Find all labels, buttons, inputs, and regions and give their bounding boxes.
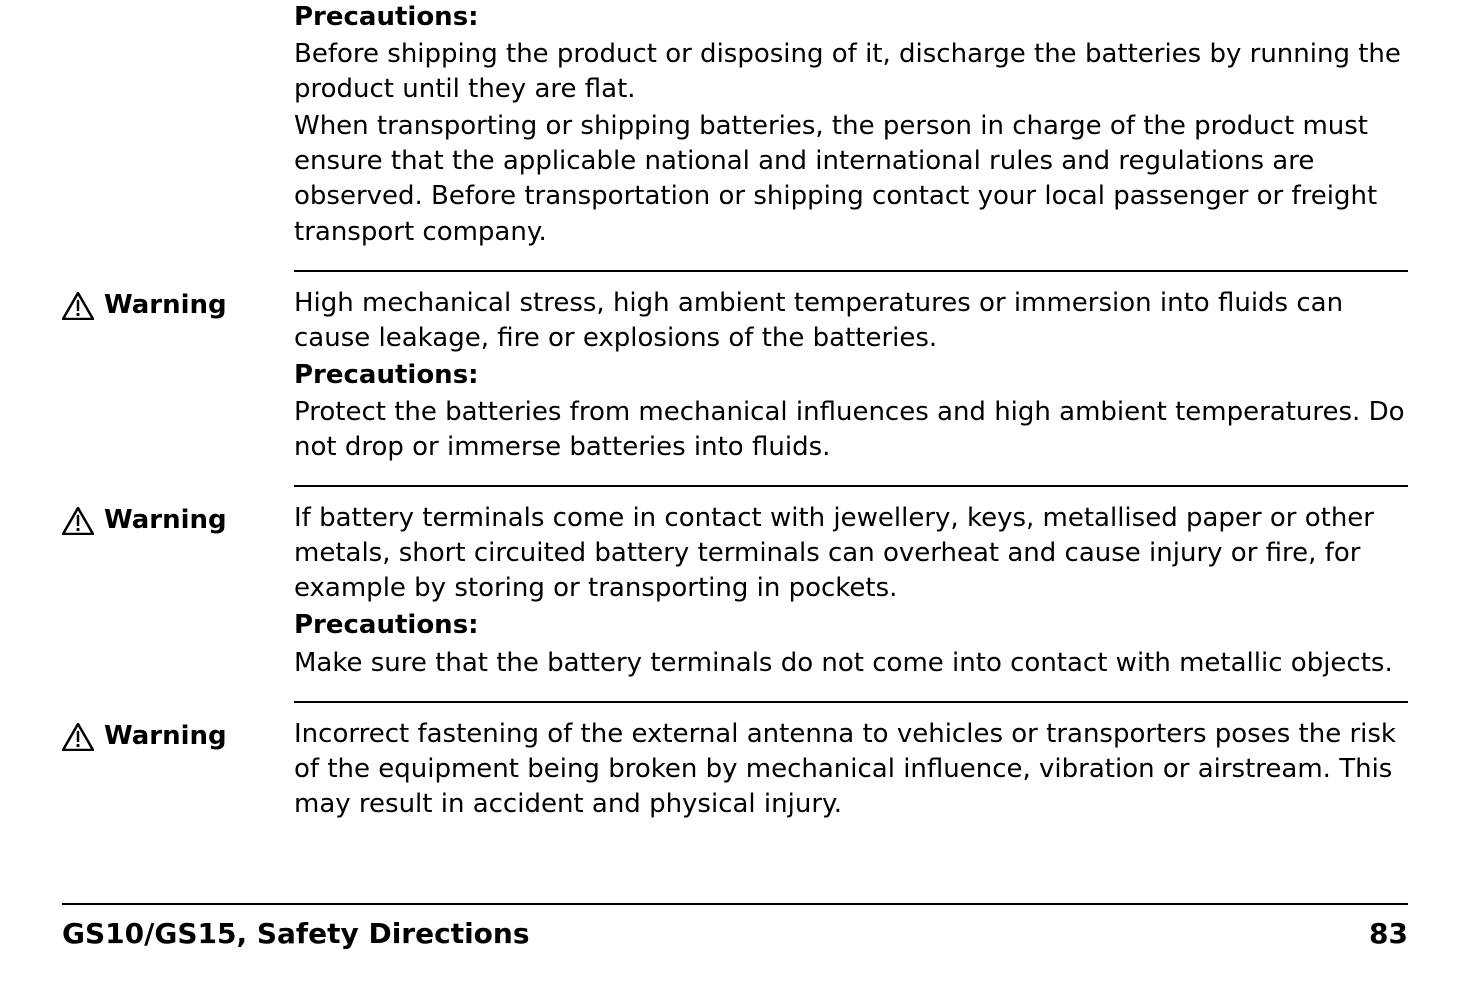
warning-label-1: Warning [104,288,227,323]
precautions-heading-1: Precautions: [294,358,1408,393]
divider-2 [294,485,1408,487]
warning-body-1: High mechanical stress, high ambient tem… [294,286,1408,356]
warning-triangle-icon [62,719,94,751]
label-col-3: Warning [62,717,294,824]
precautions-body-0b: When transporting or shipping batteries,… [294,109,1408,249]
precautions-heading-2: Precautions: [294,608,1408,643]
section-warning-3: Warning Incorrect fastening of the exter… [62,717,1408,824]
body-col-1: High mechanical stress, high ambient tem… [294,286,1408,467]
precautions-heading-0: Precautions: [294,0,1408,35]
footer-left: GS10/GS15, Safety Directions [62,915,530,953]
warning-body-3: Incorrect fastening of the external ante… [294,717,1408,822]
divider-3 [294,701,1408,703]
body-col-2: If battery terminals come in contact wit… [294,501,1408,682]
label-col-empty [62,0,294,252]
body-col-0: Precautions: Before shipping the product… [294,0,1408,252]
warning-label-3: Warning [104,719,227,754]
warning-body-2: If battery terminals come in contact wit… [294,501,1408,606]
divider-1 [294,270,1408,272]
precautions-body-1: Protect the batteries from mechanical in… [294,395,1408,465]
section-warning-2: Warning If battery terminals come in con… [62,501,1408,682]
footer: GS10/GS15, Safety Directions 83 [62,915,1408,953]
page: Precautions: Before shipping the product… [0,0,1476,981]
section-warning-1: Warning High mechanical stress, high amb… [62,286,1408,467]
footer-page-number: 83 [1369,915,1408,953]
footer-rule [62,903,1408,905]
label-col-2: Warning [62,501,294,682]
label-col-1: Warning [62,286,294,467]
warning-triangle-icon [62,288,94,320]
precautions-body-2: Make sure that the battery terminals do … [294,646,1408,681]
warning-triangle-icon [62,503,94,535]
precautions-body-0a: Before shipping the product or disposing… [294,37,1408,107]
section-precautions-top: Precautions: Before shipping the product… [62,0,1408,252]
body-col-3: Incorrect fastening of the external ante… [294,717,1408,824]
warning-label-2: Warning [104,503,227,538]
